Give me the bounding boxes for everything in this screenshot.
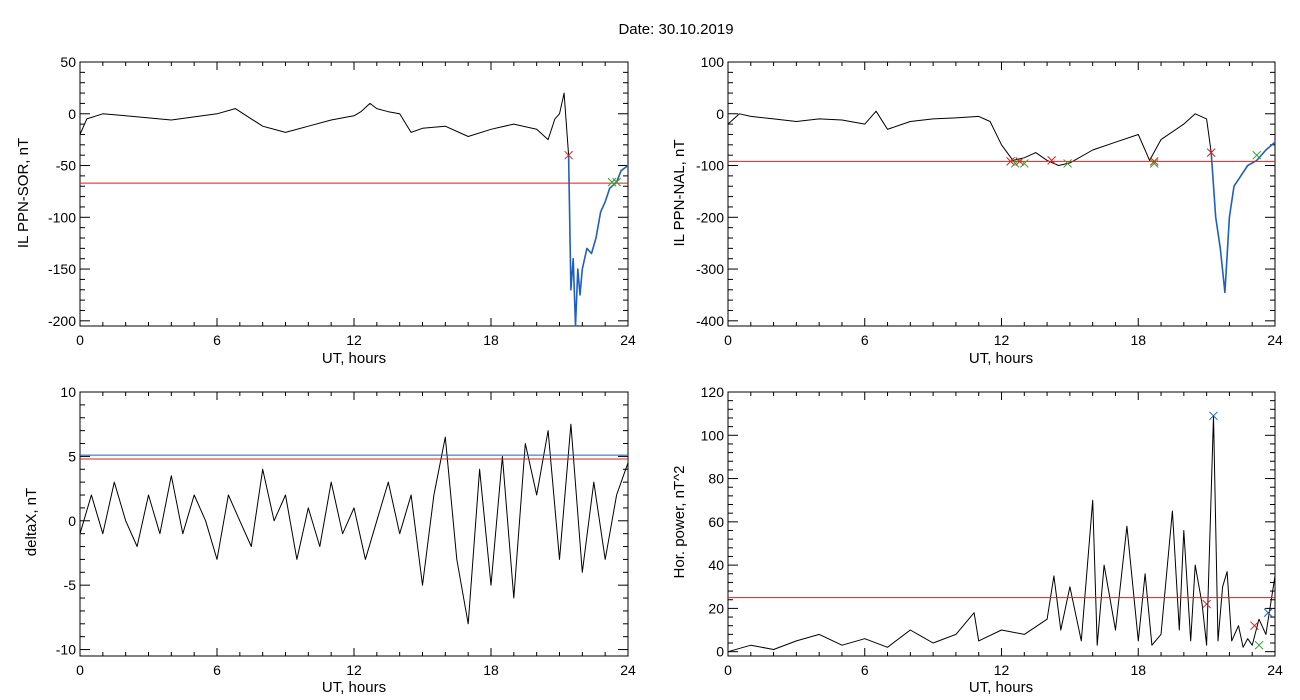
marker-x-ppn-nal: [1006, 157, 1015, 166]
marker-x-hor-power: [1250, 621, 1259, 631]
x-tick-label-ppn-nal: 6: [861, 332, 869, 348]
xlabel-ppn-nal: UT, hours: [969, 350, 1033, 367]
y-tick-label-ppn-nal: 100: [701, 54, 725, 70]
y-tick-label-ppn-nal: 0: [716, 106, 724, 122]
x-tick-label-deltax: 0: [76, 662, 84, 678]
x-tick-label-ppn-nal: 12: [994, 332, 1010, 348]
figure-title: Date: 30.10.2019: [618, 21, 733, 38]
series-line-deltax-0: [79, 423, 629, 625]
y-tick-label-ppn-sor: 50: [60, 54, 76, 70]
marker-x-ppn-nal: [1015, 157, 1025, 166]
ylabel-ppn-sor: IL PPN-SOR, nT: [15, 138, 32, 248]
y-tick-label-deltax: 0: [68, 513, 76, 529]
x-tick-label-hor-power: 18: [1130, 662, 1146, 678]
series-line-ppn-sor-1: [567, 155, 629, 327]
x-tick-label-deltax: 24: [620, 662, 636, 678]
y-tick-label-ppn-nal: -400: [696, 313, 724, 329]
xlabel-hor-power: UT, hours: [969, 679, 1033, 696]
marker-x-hor-power: [1209, 411, 1218, 421]
y-tick-label-ppn-sor: -150: [48, 261, 76, 277]
y-tick-label-deltax: 10: [60, 384, 76, 400]
y-tick-label-hor-power: 80: [708, 471, 724, 487]
y-tick-label-hor-power: 40: [708, 557, 724, 573]
ylabel-ppn-nal: IL PPN-NAL, nT: [671, 140, 688, 247]
panel-deltax: deltaX, nT UT, hours 0 6 12 18 24 -10 -5 0 5 10: [23, 384, 636, 696]
x-tick-label-deltax: 12: [346, 662, 362, 678]
marker-x-hor-power: [1202, 599, 1211, 609]
marker-x-ppn-sor: [612, 177, 621, 187]
xlabel-ppn-sor: UT, hours: [322, 350, 386, 367]
x-tick-label-deltax: 6: [213, 662, 221, 678]
x-tick-label-deltax: 18: [483, 662, 499, 678]
marker-x-ppn-nal: [1063, 159, 1072, 168]
ylabel-deltax: deltaX, nT: [23, 488, 40, 556]
marker-x-hor-power: [1254, 640, 1264, 650]
x-tick-label-hor-power: 24: [1267, 662, 1283, 678]
y-tick-label-deltax: 5: [68, 448, 76, 464]
marker-x-ppn-nal: [1252, 150, 1262, 160]
y-tick-label-ppn-sor: -50: [56, 158, 76, 174]
y-tick-label-deltax: -10: [56, 642, 76, 658]
series-line-ppn-nal-0: [727, 110, 1212, 166]
plot-frame-hor-power: [727, 391, 1276, 657]
y-tick-label-hor-power: 60: [708, 514, 724, 530]
y-tick-label-ppn-nal: -200: [696, 209, 724, 225]
marker-x-ppn-nal: [1019, 159, 1029, 168]
y-tick-label-hor-power: 0: [716, 644, 724, 660]
series-line-hor-power-0: [727, 415, 1276, 653]
x-tick-label-ppn-sor: 12: [346, 332, 362, 348]
marker-x-ppn-nal: [1206, 148, 1216, 157]
y-tick-label-ppn-nal: -300: [696, 261, 724, 277]
plot-frame-ppn-sor: [79, 61, 629, 327]
y-tick-label-ppn-sor: -100: [48, 209, 76, 225]
x-tick-label-ppn-nal: 0: [724, 332, 732, 348]
series-line-ppn-sor-0: [79, 92, 570, 156]
y-tick-label-deltax: -5: [64, 577, 77, 593]
x-tick-label-hor-power: 12: [994, 662, 1010, 678]
marker-x-ppn-nal: [1149, 157, 1159, 166]
y-tick-label-hor-power: 100: [701, 427, 725, 443]
x-tick-label-hor-power: 6: [861, 662, 869, 678]
panel-hor-power: Hor. power, nT^2 UT, hours 0 6 12 18 24 0 20 40…: [671, 384, 1283, 696]
marker-x-ppn-sor: [607, 177, 617, 187]
xlabel-deltax: UT, hours: [322, 679, 386, 696]
x-tick-label-ppn-sor: 24: [620, 332, 636, 348]
panel-ppn-sor: IL PPN-SOR, nT UT, hours 0 6 12 18 24 -200 -15…: [15, 54, 636, 367]
marker-x-ppn-nal: [1010, 159, 1020, 168]
y-tick-label-hor-power: 120: [701, 384, 725, 400]
x-tick-label-ppn-nal: 18: [1130, 332, 1146, 348]
y-tick-label-ppn-sor: 0: [68, 106, 76, 122]
y-tick-label-ppn-sor: -200: [48, 313, 76, 329]
plot-frame-ppn-nal: [727, 61, 1276, 327]
x-tick-label-ppn-sor: 0: [76, 332, 84, 348]
x-tick-label-ppn-nal: 24: [1267, 332, 1283, 348]
x-tick-label-hor-power: 0: [724, 662, 732, 678]
marker-x-ppn-nal: [1149, 159, 1159, 168]
series-line-ppn-nal-1: [1210, 141, 1276, 294]
x-tick-label-ppn-sor: 18: [483, 332, 499, 348]
ylabel-hor-power: Hor. power, nT^2: [671, 466, 688, 579]
panel-ppn-nal: IL PPN-NAL, nT UT, hours 0 6 12 18 24 -400 -30…: [671, 54, 1283, 367]
marker-x-hor-power: [1263, 608, 1273, 618]
y-tick-label-ppn-nal: -100: [696, 158, 724, 174]
marker-x-ppn-nal: [1047, 155, 1056, 165]
marker-x-ppn-sor: [564, 150, 573, 160]
y-tick-label-hor-power: 20: [708, 600, 724, 616]
x-tick-label-ppn-sor: 6: [213, 332, 221, 348]
